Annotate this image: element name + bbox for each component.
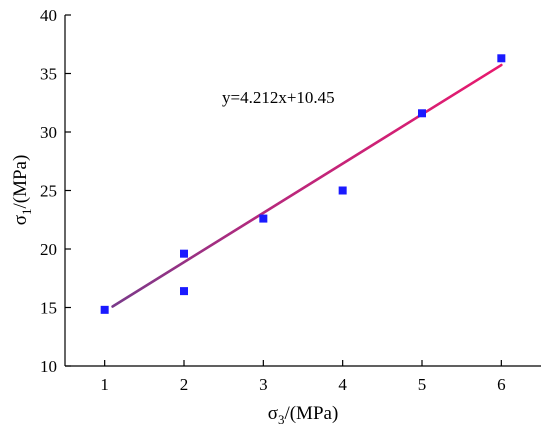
y-tick-label: 35 (40, 65, 57, 84)
y-tick-label: 15 (40, 299, 57, 318)
data-points (100, 54, 506, 314)
data-point (180, 287, 188, 296)
x-axis-ticks: 1 2 3 4 5 6 (100, 360, 506, 394)
y-axis-label: σ1/(MPa) (10, 155, 34, 226)
fit-line-group (111, 63, 503, 308)
data-point (100, 305, 109, 314)
fit-line (111, 63, 503, 308)
data-point (180, 249, 188, 258)
y-tick-label: 10 (40, 357, 57, 376)
regression-equation: y=4.212x+10.45 (222, 88, 335, 107)
x-tick-label: 5 (418, 375, 427, 394)
y-axis-ticks: 10 15 20 25 30 35 40 (40, 6, 71, 376)
data-point (418, 109, 426, 118)
x-tick-label: 2 (180, 375, 189, 394)
y-tick-label: 20 (40, 240, 57, 259)
x-tick-label: 4 (338, 375, 347, 394)
y-tick-label: 25 (40, 182, 57, 201)
data-point (338, 186, 347, 195)
y-tick-label: 30 (40, 123, 57, 142)
x-tick-label: 1 (100, 375, 109, 394)
x-axis-label: σ3/(MPa) (268, 403, 339, 427)
y-tick-label: 40 (40, 6, 57, 25)
x-tick-label: 6 (497, 375, 506, 394)
data-point (259, 214, 268, 223)
data-point (497, 54, 506, 63)
plot-area (64, 15, 541, 367)
x-tick-label: 3 (259, 375, 268, 394)
